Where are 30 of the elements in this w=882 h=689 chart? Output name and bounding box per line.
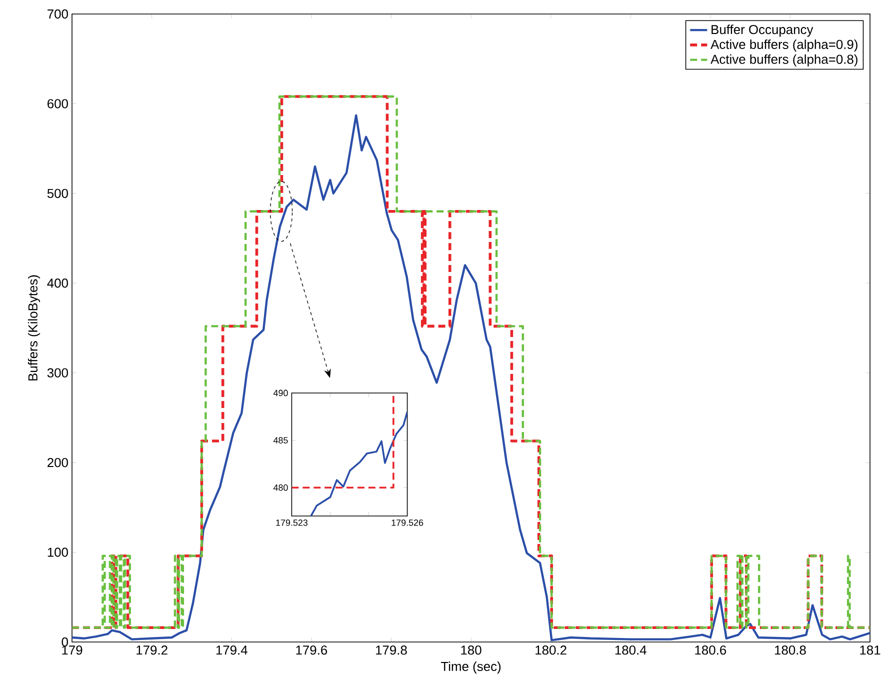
legend-label: Buffer Occupancy <box>712 24 814 37</box>
y-axis-title: Buffers (KiloBytes) <box>28 275 40 380</box>
y-tick-label: 0 <box>62 637 68 647</box>
x-tick-label: 181 <box>860 646 880 655</box>
x-tick-label: 179.6 <box>296 646 328 655</box>
x-tick-label: 179.526 <box>392 520 424 526</box>
x-tick-label: 179.2 <box>136 646 168 655</box>
y-tick-label: 200 <box>48 458 68 468</box>
x-tick-label: 179 <box>62 646 82 655</box>
y-tick-label: 485 <box>273 437 288 444</box>
y-tick-label: 700 <box>48 9 68 19</box>
x-tick-label: 180 <box>461 646 482 655</box>
y-tick-label: 400 <box>47 278 68 288</box>
y-tick-label: 480 <box>273 484 288 491</box>
legend-label: Active buffers (alpha=0.8) <box>710 54 858 66</box>
x-tick-label: 180.6 <box>695 646 726 655</box>
x-tick-label: 180.8 <box>774 646 806 655</box>
x-tick-label: 180.4 <box>615 646 646 655</box>
x-tick-label: 180.2 <box>536 646 566 655</box>
y-tick-label: 600 <box>48 99 68 108</box>
y-tick-label: 300 <box>47 368 68 378</box>
x-tick-label: 179.8 <box>376 646 407 655</box>
y-tick-label: 490 <box>273 390 288 396</box>
y-tick-label: 500 <box>47 188 68 198</box>
x-tick-label: 179.4 <box>216 646 248 655</box>
line-series <box>310 411 408 516</box>
y-tick-label: 100 <box>48 548 68 557</box>
legend-label: Active buffers (alpha=0.9) <box>710 39 858 52</box>
x-tick-label: 179.523 <box>276 520 308 526</box>
x-axis-title: Time (sec) <box>440 662 501 674</box>
